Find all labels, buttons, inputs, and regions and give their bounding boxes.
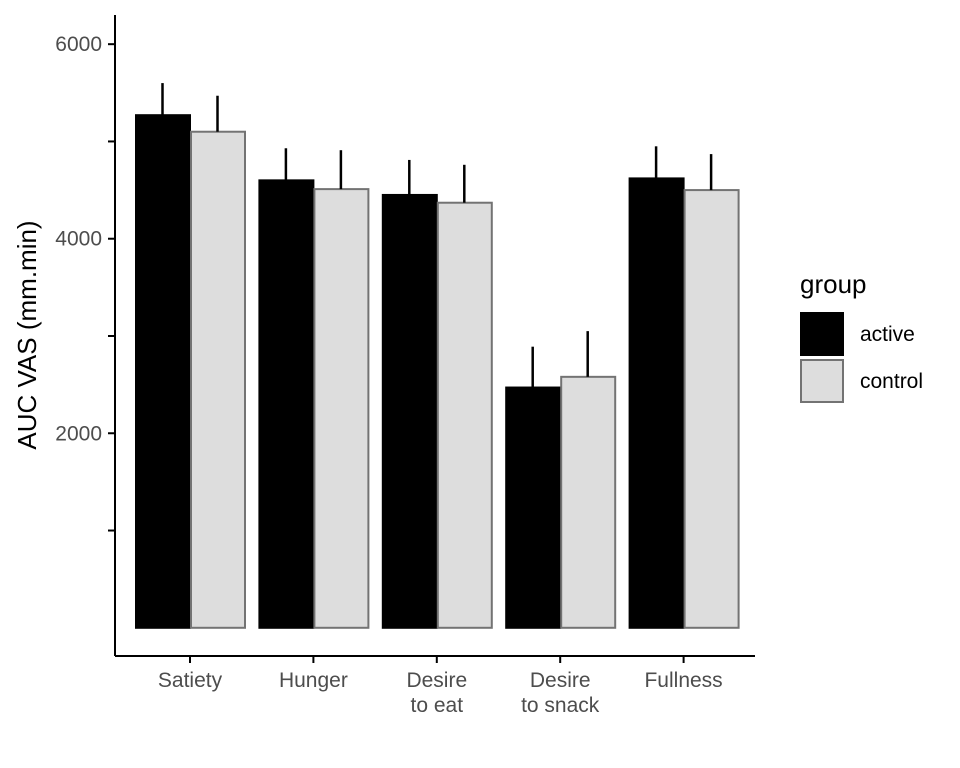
bar-control-0 <box>190 130 246 629</box>
x-tick-label: Desire to eat <box>406 669 467 717</box>
legend-label-control: control <box>860 370 923 393</box>
bar-active-3 <box>505 386 562 629</box>
y-ticks-layer: 2000 4000 6000 <box>55 33 115 532</box>
bar-control-4 <box>683 189 740 629</box>
bar-active-2 <box>381 193 438 629</box>
bar-active-4 <box>628 177 685 629</box>
x-ticks-layer: Satiety Hunger Desire to eat Desire to snack F… <box>158 656 723 717</box>
bar-active-0 <box>135 114 191 629</box>
x-tick-label: Hunger <box>279 669 348 692</box>
legend: group active control <box>800 269 923 403</box>
bar-active-1 <box>258 179 315 629</box>
legend-swatch-control <box>800 359 844 403</box>
bar-control-1 <box>313 188 370 629</box>
x-tick-label: Desire to snack <box>521 669 600 717</box>
y-tick-label: 6000 <box>55 33 102 56</box>
bars-layer <box>135 114 740 629</box>
legend-title: group <box>800 269 867 299</box>
legend-label-active: active <box>860 323 915 346</box>
y-tick-label: 2000 <box>55 422 102 445</box>
bar-control-2 <box>436 201 493 629</box>
legend-swatch-active <box>800 312 844 356</box>
x-tick-label: Fullness <box>644 669 722 692</box>
bar-control-3 <box>560 375 617 629</box>
error-bars-layer <box>161 83 713 388</box>
y-tick-label: 4000 <box>55 228 102 251</box>
x-tick-label: Satiety <box>158 669 223 692</box>
y-axis-title: AUC VAS (mm.min) <box>12 220 42 449</box>
